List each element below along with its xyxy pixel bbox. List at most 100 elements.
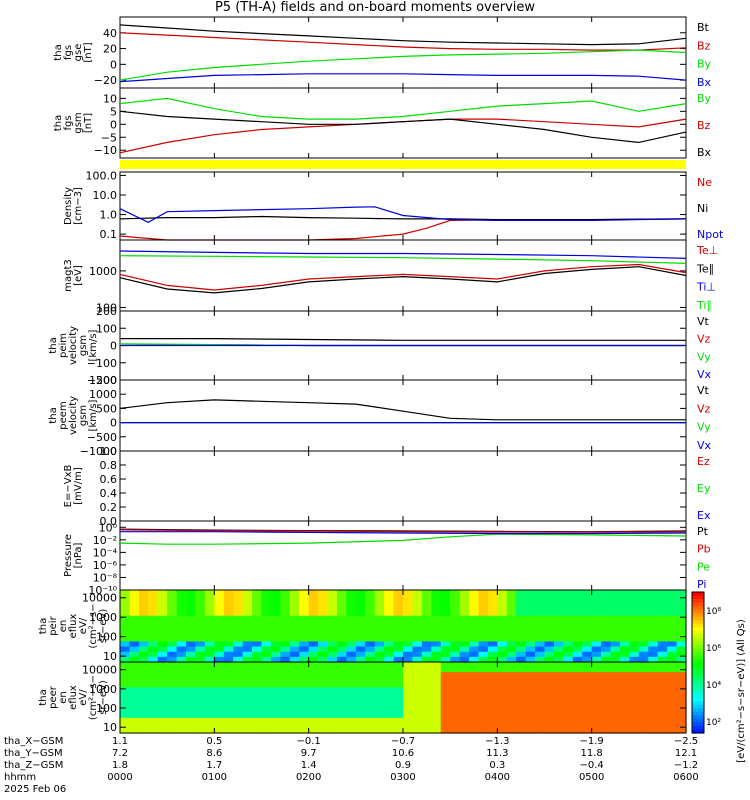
- heatmap-cell: [497, 712, 508, 719]
- heatmap-cell: [516, 620, 527, 627]
- heatmap-cell: [610, 656, 621, 663]
- x-row-value: −1.3: [485, 736, 509, 747]
- heatmap-cell: [346, 590, 357, 596]
- heatmap-cell: [497, 641, 508, 648]
- y-tick-label: 100: [96, 631, 117, 644]
- heatmap-cell: [459, 662, 470, 668]
- heatmap-cell: [629, 712, 640, 719]
- heatmap-cell: [478, 662, 489, 668]
- heatmap-cell: [469, 677, 480, 683]
- heatmap-cell: [393, 641, 404, 648]
- heatmap-cell: [346, 615, 357, 622]
- heatmap-cell: [318, 646, 329, 653]
- heatmap-cell: [289, 702, 300, 709]
- heatmap-cell: [374, 620, 385, 627]
- heatmap-cell: [374, 702, 385, 709]
- y-axis-label-line: eV/: [78, 689, 89, 706]
- heatmap-cell: [525, 677, 536, 683]
- heatmap-cell: [619, 600, 630, 607]
- heatmap-cell: [535, 626, 546, 632]
- heatmap-cell: [591, 595, 602, 601]
- heatmap-cell: [195, 656, 206, 663]
- heatmap-cell: [459, 677, 470, 683]
- heatmap-cell: [327, 651, 338, 658]
- heatmap-cell: [421, 722, 432, 729]
- heatmap-cell: [176, 620, 187, 627]
- heatmap-cell: [450, 610, 461, 617]
- heatmap-cell: [289, 667, 300, 673]
- heatmap-cell: [667, 646, 678, 653]
- heatmap-cell: [591, 692, 602, 699]
- heatmap-cell: [638, 626, 649, 632]
- heatmap-cell: [214, 595, 225, 601]
- heatmap-cell: [270, 722, 281, 729]
- heatmap-cell: [204, 610, 215, 617]
- heatmap-cell: [582, 682, 593, 688]
- heatmap-cell: [336, 677, 347, 683]
- heatmap-cell: [138, 595, 149, 601]
- heatmap-cells: [120, 662, 687, 734]
- heatmap-cell: [638, 620, 649, 627]
- heatmap-cell: [572, 672, 583, 678]
- heatmap-cell: [138, 727, 149, 734]
- y-axis-label-line: Density: [63, 187, 74, 225]
- heatmap-cell: [214, 692, 225, 699]
- heatmap-cell: [610, 662, 621, 668]
- heatmap-cell: [120, 636, 131, 643]
- heatmap-cell: [355, 697, 366, 704]
- heatmap-cell: [327, 631, 338, 637]
- heatmap-cell: [648, 626, 659, 632]
- heatmap-cell: [195, 636, 206, 643]
- heatmap-cell: [242, 687, 253, 694]
- heatmap-cell: [440, 620, 451, 627]
- heatmap-cell: [487, 615, 498, 622]
- heatmap-cell: [459, 636, 470, 643]
- heatmap-cell: [308, 667, 319, 673]
- heatmap-cell: [384, 605, 395, 612]
- heatmap-cell: [223, 620, 234, 627]
- heatmap-cell: [459, 697, 470, 704]
- heatmap-cell: [167, 727, 178, 734]
- heatmap-cell: [459, 590, 470, 596]
- series-line-bx: [119, 73, 687, 83]
- heatmap-cell: [544, 605, 555, 612]
- heatmap-cell: [299, 682, 310, 688]
- heatmap-cell: [487, 646, 498, 653]
- heatmap-cell: [233, 677, 244, 683]
- heatmap-cell: [440, 605, 451, 612]
- heatmap-cell: [242, 636, 253, 643]
- heatmap-cell: [629, 646, 640, 653]
- heatmap-cell: [186, 697, 197, 704]
- heatmap-cell: [346, 605, 357, 612]
- y-tick-label: 100: [96, 301, 117, 314]
- heatmap-cell: [516, 722, 527, 729]
- heatmap-cell: [186, 590, 197, 596]
- heatmap-cell: [582, 595, 593, 601]
- heatmap-cell: [610, 631, 621, 637]
- heatmap-cell: [138, 631, 149, 637]
- heatmap-cell: [195, 707, 206, 714]
- heatmap-cell: [214, 605, 225, 612]
- heatmap-cell: [346, 702, 357, 709]
- heatmap-cell: [478, 605, 489, 612]
- heatmap-cell: [478, 610, 489, 617]
- heatmap-cell: [591, 677, 602, 683]
- heatmap-cell: [487, 610, 498, 617]
- heatmap-cell: [478, 722, 489, 729]
- heatmap-cell: [138, 605, 149, 612]
- heatmap-cell: [601, 620, 612, 627]
- y-axis-label-line: tha: [38, 689, 49, 705]
- heatmap-cell: [336, 707, 347, 714]
- heatmap-cell: [355, 662, 366, 668]
- heatmap-cell: [610, 600, 621, 607]
- heatmap-cell: [676, 662, 687, 668]
- heatmap-cell: [355, 595, 366, 601]
- series-line-pi: [120, 531, 687, 535]
- heatmap-cell: [572, 641, 583, 648]
- heatmap-cell: [299, 610, 310, 617]
- heatmap-cell: [355, 615, 366, 622]
- heatmap-cell: [553, 692, 564, 699]
- heatmap-cell: [195, 631, 206, 637]
- heatmap-cell: [374, 595, 385, 601]
